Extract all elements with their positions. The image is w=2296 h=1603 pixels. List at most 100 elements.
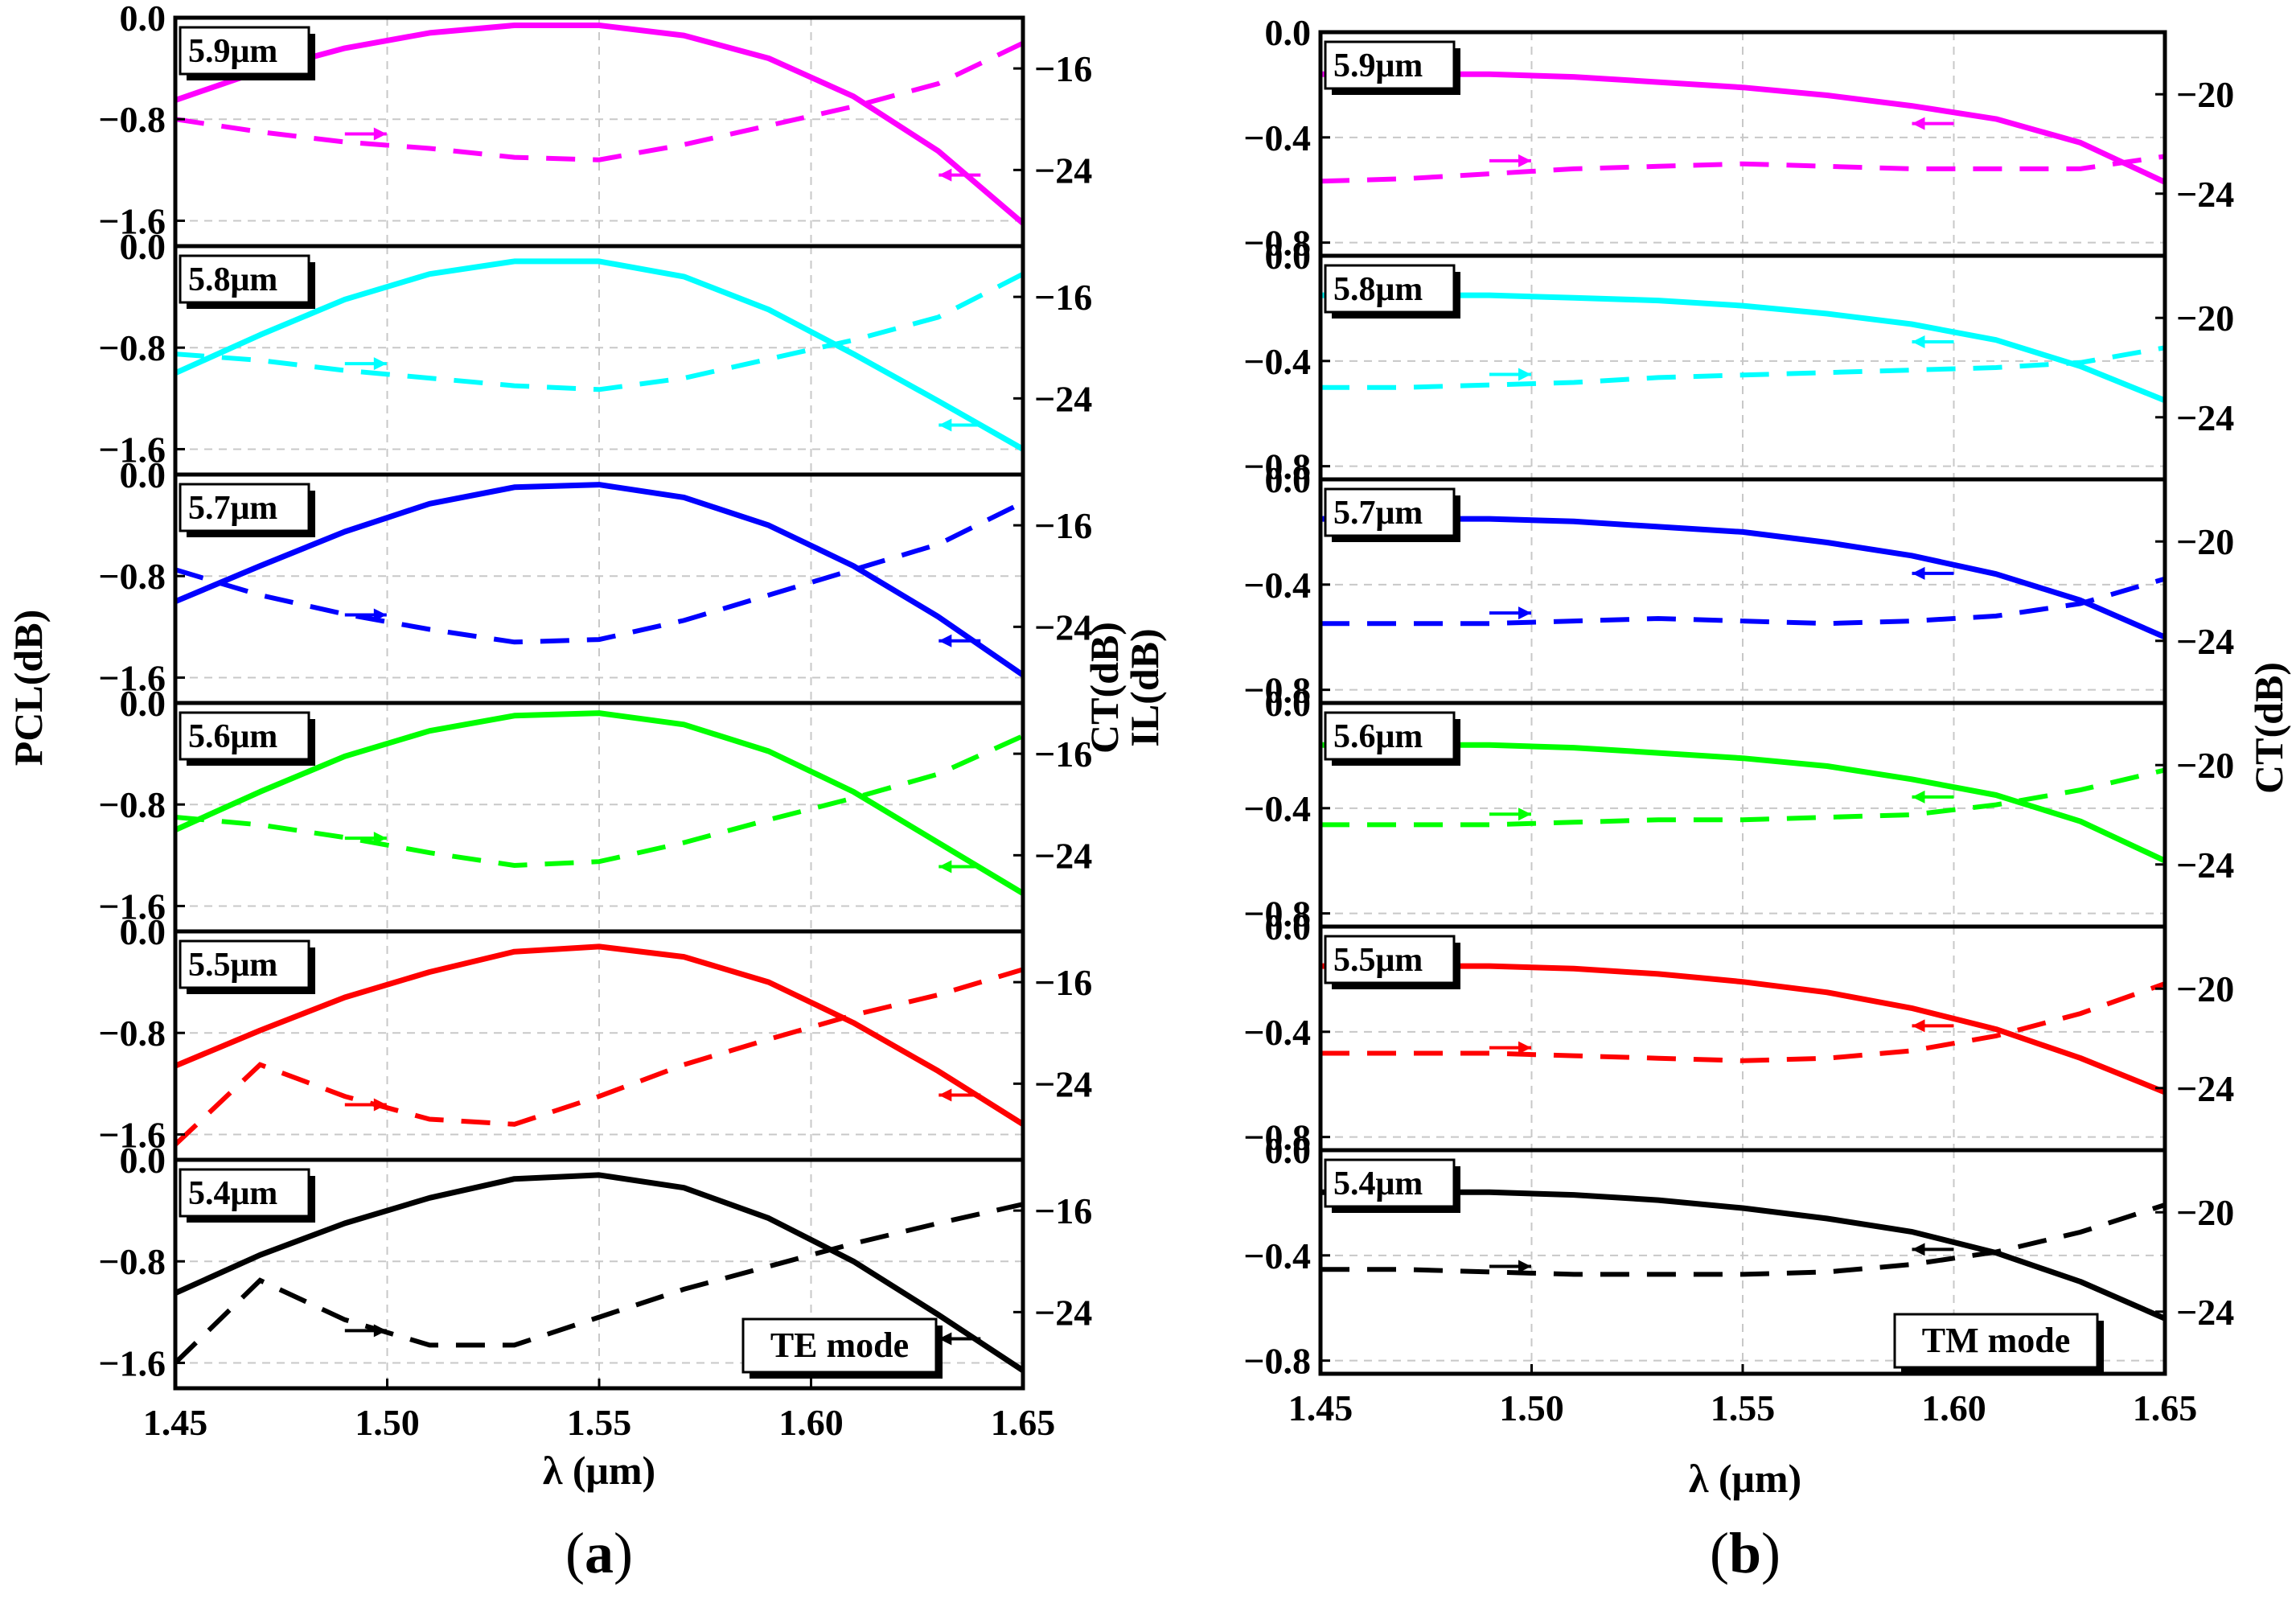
y-tick-label-right: −24 (2176, 397, 2234, 438)
y-tick-label-right: −24 (2176, 1068, 2234, 1109)
series-b-3-dashed (1321, 767, 2166, 828)
dashed-arrow-a-4-head (373, 1098, 387, 1112)
series-a-1-dashed (175, 272, 1025, 393)
series-b-4-solid (1321, 963, 2167, 1095)
dashed-arrow-a-3-head (373, 832, 387, 845)
solid-arrow-a-0-head (939, 168, 952, 182)
y-tick-label-right: −16 (1034, 505, 1092, 546)
y-tick-label-right: −24 (1034, 1063, 1092, 1104)
x-tick-label: 1.55 (1711, 1387, 1776, 1428)
series-a-3-solid (174, 710, 1025, 896)
y-tick-label-left: −0.8 (98, 1013, 166, 1054)
x-tick-label: 1.60 (778, 1402, 844, 1443)
solid-arrow-b-1-head (1912, 335, 1925, 349)
subplot-b-5: 0.0 −0.4 −0.8 −20 −24 5.4μm 1.45 1.50 1.55 1.60 1.… (1243, 1130, 2234, 1428)
y-tick-label-left: −1.6 (98, 1114, 166, 1155)
y-tick-label-left: 0.0 (1265, 906, 1312, 947)
series-label-box (1324, 1158, 1456, 1208)
x-tick-label: 1.65 (2133, 1387, 2198, 1428)
series-b-5-dashed (1321, 1202, 2166, 1277)
series-label-box (1324, 264, 1456, 314)
y-tick-label-right: −16 (1034, 1190, 1092, 1231)
y-tick-label-right: −24 (2176, 621, 2234, 662)
dashed-arrow-a-5-head (373, 1324, 387, 1338)
dashed-arrow-b-4-head (1518, 1041, 1531, 1054)
series-a-5-dashed (173, 1202, 1024, 1365)
solid-arrow-a-2-head (939, 634, 952, 647)
panel-a-y-label-right: CT(dB) (1082, 622, 1127, 754)
dashed-arrow-a-0-head (373, 127, 387, 141)
y-tick-label-left: −1.6 (98, 429, 166, 470)
subplot-b-3: 0.0 −0.4 −0.8 −20 −24 5.6μm (1243, 683, 2234, 935)
y-tick-label-right: −24 (1034, 1292, 1092, 1333)
y-tick-label-right: −16 (1034, 277, 1092, 318)
dashed-arrow-b-1-head (1518, 368, 1531, 381)
series-label-b-3: 5.6μm (1333, 718, 1423, 755)
series-b-0-solid (1321, 71, 2167, 185)
subplot-a-2: 0.0 −0.8 −1.6 −16 −24 5.7μm (98, 454, 1092, 705)
y-tick-label-right: −24 (1034, 835, 1092, 876)
y-tick-label-left: −0.8 (98, 327, 166, 368)
subplot-a-3: 0.0 −0.8 −1.6 −16 −24 5.6μm (98, 683, 1092, 934)
series-label-a-5: 5.4μm (188, 1175, 277, 1212)
series-label-box (179, 483, 310, 532)
mode-label-box (741, 1317, 938, 1374)
series-label-box (179, 711, 310, 761)
solid-arrow-b-0-head (1912, 117, 1925, 130)
y-tick-label-left: −0.8 (98, 99, 166, 140)
mode-label-b: TM mode (1922, 1321, 2071, 1360)
y-tick-label-left: 0.0 (1265, 12, 1312, 53)
solid-arrow-a-4-head (939, 1088, 952, 1102)
series-label-box (179, 1168, 310, 1218)
y-tick-label-left: −0.8 (1243, 1117, 1311, 1158)
series-b-1-solid (1321, 292, 2167, 404)
subplot-a-1: 0.0 −0.8 −1.6 −16 −24 5.8μm (98, 226, 1092, 477)
panel-a-chart: 0.0 −0.8 −1.6 −16 −24 5.9μm 0.0 −0.8 −1.6 −16 −24 5… (98, 0, 1092, 1443)
subplot-b-2: 0.0 −0.4 −0.8 −20 −24 5.7μm (1243, 459, 2234, 711)
y-tick-label-right: −24 (1034, 150, 1092, 191)
series-label-box (179, 26, 310, 76)
mode-label-box (1893, 1313, 2099, 1369)
series-label-box (179, 254, 310, 304)
series-b-5-solid (1321, 1189, 2167, 1321)
series-a-2-solid (174, 482, 1025, 678)
solid-arrow-b-4-head (1912, 1019, 1925, 1033)
series-a-2-dashed (175, 500, 1025, 645)
solid-arrow-a-3-head (939, 860, 952, 873)
y-tick-label-left: −0.8 (98, 1241, 166, 1282)
y-tick-label-left: −0.8 (1243, 1341, 1311, 1382)
y-tick-label-left: −0.8 (98, 784, 166, 825)
y-tick-label-right: −20 (2176, 968, 2234, 1009)
series-a-4-dashed (173, 967, 1024, 1147)
y-tick-label-left: −0.4 (1243, 117, 1311, 158)
solid-arrow-a-5-head (939, 1332, 952, 1346)
series-a-1-solid (174, 258, 1025, 452)
y-tick-label-left: −0.8 (1243, 223, 1311, 264)
y-tick-label-right: −20 (2176, 1192, 2234, 1233)
series-label-a-0: 5.9μm (188, 33, 277, 70)
series-label-a-4: 5.5μm (188, 947, 277, 984)
y-tick-label-left: 0.0 (1265, 459, 1312, 500)
y-tick-label-right: −24 (1034, 606, 1092, 647)
y-tick-label-left: −0.4 (1243, 565, 1311, 606)
subplot-a-0: 0.0 −0.8 −1.6 −16 −24 5.9μm (98, 0, 1092, 249)
y-tick-label-left: 0.0 (120, 226, 166, 267)
subplot-b-0: 0.0 −0.4 −0.8 −20 −24 5.9μm (1243, 12, 2234, 264)
y-tick-label-right: −20 (2176, 298, 2234, 339)
dashed-arrow-b-0-head (1518, 154, 1531, 167)
y-tick-label-left: −1.6 (98, 200, 166, 241)
series-a-4-solid (174, 943, 1025, 1127)
panel-b-letter: (b) (1710, 1521, 1781, 1585)
series-label-b-0: 5.9μm (1333, 47, 1423, 84)
y-tick-label-right: −16 (1034, 734, 1092, 775)
series-label-b-5: 5.4μm (1333, 1165, 1423, 1202)
y-tick-label-left: 0.0 (120, 911, 166, 952)
dashed-arrow-a-2-head (373, 608, 387, 622)
y-tick-label-right: −16 (1034, 48, 1092, 89)
panel-a-letter: (a) (565, 1521, 633, 1585)
dashed-arrow-b-5-head (1518, 1260, 1531, 1273)
series-label-a-1: 5.8μm (188, 261, 277, 298)
y-tick-label-left: −0.8 (1243, 894, 1311, 935)
y-tick-label-right: −24 (2176, 1292, 2234, 1333)
